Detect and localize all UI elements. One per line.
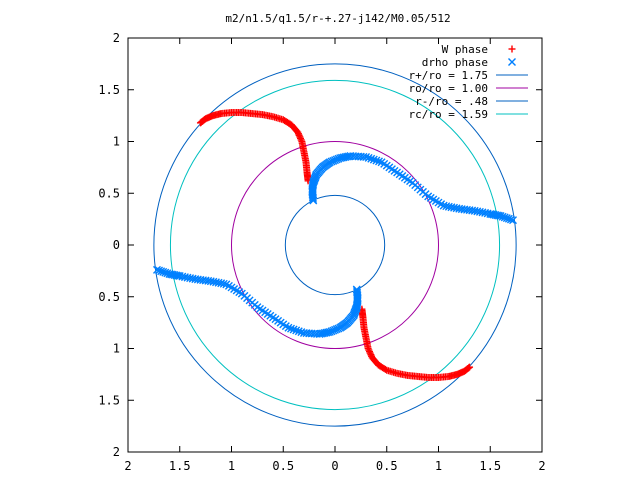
marker-stroke xyxy=(434,198,443,207)
legend-label: r-/ro = .48 xyxy=(415,95,488,108)
data-point xyxy=(299,328,308,337)
chart-title: m2/n1.5/q1.5/r-+.27-j142/M0.05/512 xyxy=(225,12,450,25)
data-point xyxy=(369,155,378,164)
marker-stroke xyxy=(299,328,308,337)
marker-stroke xyxy=(232,286,241,295)
marker-stroke xyxy=(161,268,170,277)
marker-stroke xyxy=(289,325,298,334)
marker-stroke xyxy=(297,328,306,337)
marker-stroke xyxy=(364,153,373,162)
y-tick-label: 1 xyxy=(113,342,120,356)
marker-stroke xyxy=(429,195,438,204)
marker-stroke xyxy=(431,197,440,206)
marker-stroke xyxy=(508,58,516,66)
x-tick-label: 0 xyxy=(331,459,338,473)
marker-stroke xyxy=(167,270,176,279)
marker-stroke xyxy=(178,272,187,281)
marker-stroke xyxy=(369,155,378,164)
legend-label: ro/ro = 1.00 xyxy=(409,82,488,95)
marker-stroke xyxy=(155,266,164,275)
reference-circle xyxy=(169,79,501,411)
marker-stroke xyxy=(498,212,507,221)
data-point xyxy=(287,324,296,333)
marker-stroke xyxy=(159,267,168,276)
marker-stroke xyxy=(483,209,492,218)
data-point xyxy=(292,326,301,335)
data-point xyxy=(294,327,303,336)
marker-stroke xyxy=(157,267,166,276)
data-point xyxy=(362,153,371,162)
x-tick-label: 2 xyxy=(124,459,131,473)
y-tick-label: 1.5 xyxy=(98,393,120,407)
y-tick-label: 2 xyxy=(113,31,120,45)
data-point xyxy=(367,154,376,163)
legend-label: W phase xyxy=(442,43,488,56)
marker-stroke xyxy=(237,289,246,298)
x-tick-label: 1 xyxy=(435,459,442,473)
data-point xyxy=(297,328,306,337)
marker-stroke xyxy=(152,265,161,274)
y-tick-label: 1.5 xyxy=(98,83,120,97)
marker-stroke xyxy=(504,214,513,223)
legend-label: rc/ro = 1.59 xyxy=(409,108,488,121)
data-point xyxy=(508,45,516,53)
marker-stroke xyxy=(372,156,381,165)
marker-stroke xyxy=(165,269,174,278)
axis-ticks: 2 1.5 1 0.5 0 0.5 1 1.5 221.510.500.511.52 xyxy=(98,31,545,473)
marker-stroke xyxy=(292,326,301,335)
x-tick-label: 2 xyxy=(538,459,545,473)
marker-stroke xyxy=(230,284,239,293)
data-point xyxy=(509,216,518,225)
y-tick-label: 0.5 xyxy=(98,290,120,304)
y-tick-label: 0 xyxy=(113,238,120,252)
marker-stroke xyxy=(506,215,515,224)
marker-stroke xyxy=(424,192,433,201)
x-tick-label: 0.5 xyxy=(272,459,294,473)
x-tick-label: 1.5 xyxy=(169,459,191,473)
y-tick-label: 0.5 xyxy=(98,186,120,200)
marker-stroke xyxy=(494,211,503,220)
marker-stroke xyxy=(426,193,435,202)
data-point xyxy=(364,153,373,162)
x-tick-label: 0.5 xyxy=(376,459,398,473)
x-tick-label: 1 xyxy=(228,459,235,473)
data-point xyxy=(289,325,298,334)
marker-stroke xyxy=(287,324,296,333)
marker-stroke xyxy=(496,212,505,221)
data-point xyxy=(506,215,515,224)
marker-stroke xyxy=(367,154,376,163)
legend-label: drho phase xyxy=(422,56,488,69)
marker-stroke xyxy=(437,200,446,209)
x-tick-label: 1.5 xyxy=(479,459,501,473)
reference-circles xyxy=(153,63,517,427)
marker-stroke xyxy=(224,281,233,290)
reference-circle xyxy=(284,194,386,296)
marker-stroke xyxy=(294,327,303,336)
marker-stroke xyxy=(362,153,371,162)
y-tick-label: 2 xyxy=(113,445,120,459)
data-point xyxy=(155,266,164,275)
y-tick-label: 1 xyxy=(113,135,120,149)
marker-stroke xyxy=(235,288,244,297)
reference-circle xyxy=(231,141,439,349)
legend-label: r+/ro = 1.75 xyxy=(409,69,488,82)
marker-stroke xyxy=(163,269,172,278)
data-points xyxy=(152,109,518,381)
marker-stroke xyxy=(502,214,511,223)
marker-stroke xyxy=(227,283,236,292)
data-point xyxy=(374,157,383,166)
marker-stroke xyxy=(500,213,509,222)
data-point xyxy=(152,265,161,274)
marker-stroke xyxy=(374,157,383,166)
marker-stroke xyxy=(509,216,518,225)
data-point xyxy=(508,58,516,66)
reference-circle xyxy=(153,63,517,427)
data-point xyxy=(372,156,381,165)
